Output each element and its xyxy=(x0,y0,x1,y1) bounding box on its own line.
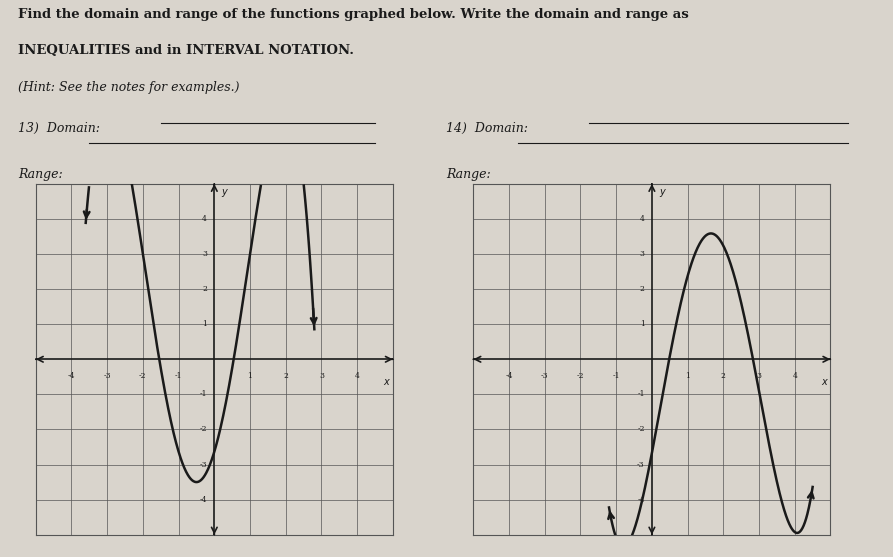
Text: 1: 1 xyxy=(685,372,690,379)
Text: -4: -4 xyxy=(505,372,513,379)
Text: INEQUALITIES and in INTERVAL NOTATION.: INEQUALITIES and in INTERVAL NOTATION. xyxy=(18,43,354,57)
Text: x: x xyxy=(822,377,827,387)
Text: x: x xyxy=(384,377,389,387)
Text: -1: -1 xyxy=(200,390,207,398)
Text: 2: 2 xyxy=(721,372,726,379)
Text: Range:: Range: xyxy=(18,168,63,182)
Text: 2: 2 xyxy=(283,372,288,379)
Text: 3: 3 xyxy=(639,250,645,258)
Text: -1: -1 xyxy=(638,390,645,398)
Text: 13)  Domain:: 13) Domain: xyxy=(18,121,100,135)
Text: 4: 4 xyxy=(792,372,797,379)
Text: -4: -4 xyxy=(200,496,207,504)
Text: 3: 3 xyxy=(202,250,207,258)
Text: -3: -3 xyxy=(637,461,645,468)
Text: -3: -3 xyxy=(199,461,207,468)
Text: 3: 3 xyxy=(319,372,324,379)
Text: 4: 4 xyxy=(355,372,360,379)
Text: -2: -2 xyxy=(577,372,584,379)
Text: -2: -2 xyxy=(200,426,207,433)
Text: 4: 4 xyxy=(203,215,207,223)
Text: Find the domain and range of the functions graphed below. Write the domain and r: Find the domain and range of the functio… xyxy=(18,8,689,21)
Text: y: y xyxy=(221,187,227,197)
Text: y: y xyxy=(659,187,664,197)
Text: 1: 1 xyxy=(247,372,253,379)
Text: -4: -4 xyxy=(638,496,645,504)
Text: 14)  Domain:: 14) Domain: xyxy=(446,121,529,135)
Text: -3: -3 xyxy=(541,372,548,379)
Text: -4: -4 xyxy=(68,372,75,379)
Text: 4: 4 xyxy=(640,215,645,223)
Text: 1: 1 xyxy=(640,320,645,328)
Text: 3: 3 xyxy=(756,372,762,379)
Text: (Hint: See the notes for examples.): (Hint: See the notes for examples.) xyxy=(18,81,239,94)
Text: 1: 1 xyxy=(203,320,207,328)
Text: -3: -3 xyxy=(104,372,111,379)
Text: -1: -1 xyxy=(613,372,620,379)
Text: -2: -2 xyxy=(139,372,146,379)
Text: -1: -1 xyxy=(175,372,182,379)
Text: 2: 2 xyxy=(203,285,207,293)
Text: Range:: Range: xyxy=(446,168,491,182)
Text: 2: 2 xyxy=(640,285,645,293)
Text: -2: -2 xyxy=(638,426,645,433)
